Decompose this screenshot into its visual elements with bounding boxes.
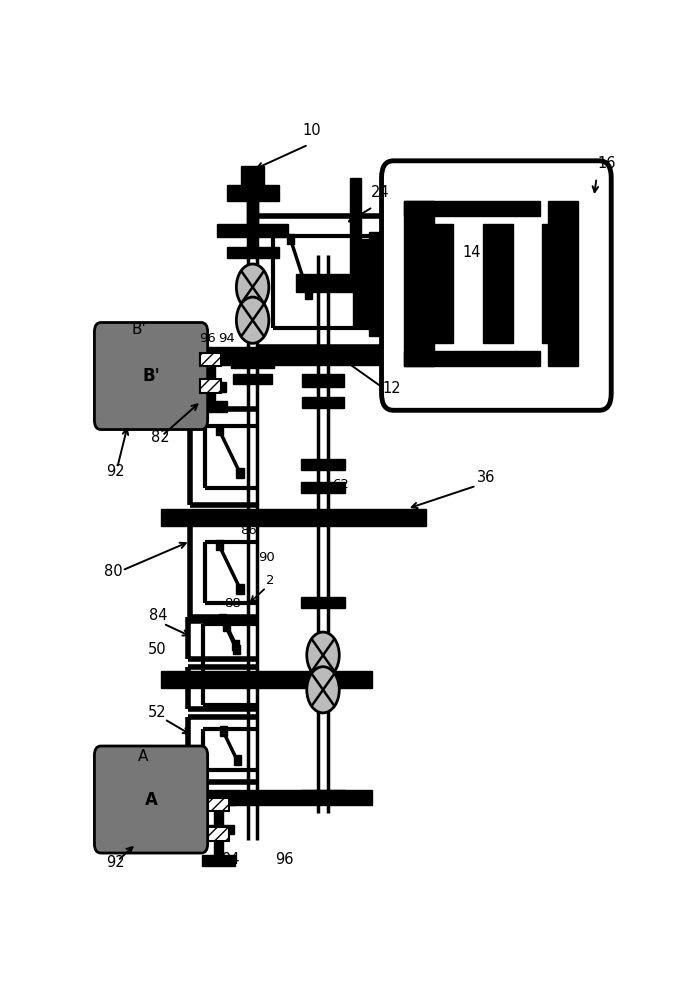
Text: 52: 52 [147,705,166,720]
Text: 86: 86 [240,524,257,537]
Text: 84: 84 [149,608,167,624]
FancyBboxPatch shape [94,746,208,853]
Text: A: A [145,791,157,809]
Text: 24: 24 [370,185,389,200]
Text: B': B' [131,322,146,337]
Bar [194,349,226,360]
Text: 96: 96 [275,852,294,867]
Bar [199,379,221,393]
Circle shape [236,297,269,343]
Bar [301,459,345,470]
Text: 96: 96 [199,332,216,345]
Bar [404,201,434,366]
Bar [301,482,345,493]
Text: 92: 92 [106,464,125,479]
Circle shape [236,264,269,310]
Text: 88: 88 [224,597,240,610]
Bar [223,621,230,631]
Bar [161,790,372,805]
Text: A: A [138,749,148,764]
Text: 62: 62 [332,478,349,491]
FancyBboxPatch shape [94,323,208,430]
Bar [202,855,235,866]
Bar [226,185,279,201]
Bar [217,224,288,237]
Bar [350,178,361,274]
Bar [232,640,239,650]
Text: 82: 82 [151,430,170,445]
Text: 16: 16 [598,156,617,171]
Bar [404,201,540,216]
Bar [214,794,223,855]
Bar [161,509,426,526]
Bar [199,353,221,366]
Bar [424,224,453,343]
Circle shape [307,667,339,713]
Bar [247,185,258,224]
Bar [305,289,312,299]
Bar [226,247,279,258]
Text: 80: 80 [104,564,123,579]
Text: 2: 2 [266,574,275,587]
Bar [203,825,233,834]
Bar [161,671,372,688]
Bar [206,349,215,401]
Text: 50: 50 [147,642,166,657]
Bar [215,540,223,550]
Bar [233,645,240,654]
Bar [171,347,404,365]
Text: B': B' [142,367,160,385]
Bar [369,232,382,336]
Bar [215,425,223,435]
Bar [303,374,344,387]
Text: 94: 94 [217,332,234,345]
Text: 94: 94 [221,852,240,867]
Bar [249,224,257,247]
FancyBboxPatch shape [382,161,611,410]
Bar [208,827,229,841]
Text: 92: 92 [106,855,125,870]
Bar [296,274,421,292]
Circle shape [307,632,339,678]
Text: 90: 90 [258,551,275,564]
Bar [301,597,345,608]
Bar [287,234,294,244]
Bar [483,224,512,343]
Bar [195,382,226,392]
Bar [194,401,226,412]
Bar [236,468,243,478]
Text: 12: 12 [382,381,401,396]
Bar [208,798,229,811]
Bar [404,351,540,366]
Text: 14: 14 [463,245,481,260]
Bar [301,790,345,803]
Bar [231,357,274,368]
Text: 36: 36 [477,470,496,485]
Bar [219,726,226,736]
Bar [202,794,235,805]
Bar [353,239,375,328]
Bar [241,166,264,185]
Bar [233,374,272,384]
Bar [236,584,243,594]
Bar [219,614,226,624]
Bar [542,224,572,343]
Bar [303,397,344,408]
Text: 10: 10 [303,123,322,138]
Bar [548,201,577,366]
Bar [233,755,240,765]
